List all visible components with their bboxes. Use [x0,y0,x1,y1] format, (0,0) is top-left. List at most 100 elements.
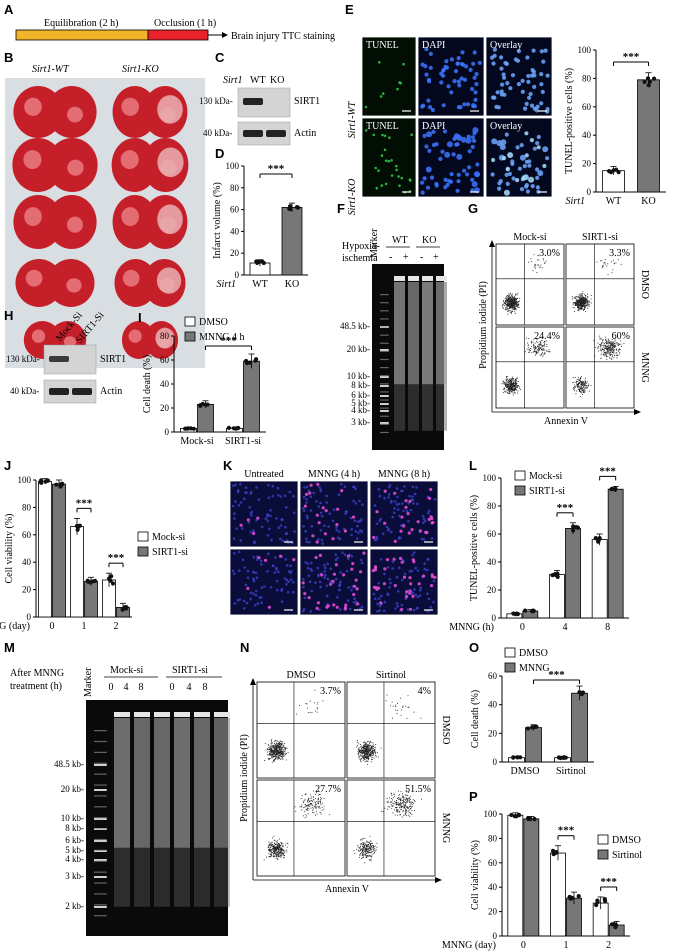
flow-event [373,853,375,854]
data-point [526,817,531,822]
panel-c-blot-actin [237,121,291,146]
flow-event [572,382,574,384]
cell-nucleus [360,558,363,562]
flow-event [536,272,538,273]
flow-event [271,855,273,857]
tunel-positive-cell [372,535,376,540]
flow-event [582,300,584,302]
flow-event [313,796,314,798]
flow-event [407,800,408,801]
flow-event [367,855,369,857]
flow-event [540,348,541,349]
flow-event [305,703,307,704]
cell-nucleus [471,104,476,109]
cell-nucleus [524,131,529,136]
flow-event [541,353,543,354]
flow-event [607,263,609,265]
flow-event [533,351,535,353]
flow-event [278,854,280,856]
flow-event [544,349,546,351]
cell-nucleus [416,595,419,599]
flow-event [582,387,583,389]
flow-event [277,745,279,747]
flow-event [370,753,372,755]
panel-f-gel-lanes: 48.5 kb-20 kb-10 kb-8 kb-6 kb-5 kb-4 kb-… [340,276,447,434]
flow-event [512,297,514,298]
flow-event [404,799,406,800]
quadrant-percent: 3.3% [609,248,630,259]
flow-event [367,758,369,759]
y-tick-label: 80 [488,833,498,843]
gel-smear [174,718,190,848]
brain-slice-highlight [64,336,76,348]
flow-event [403,801,405,803]
cell-nucleus [422,538,426,541]
flow-event [510,389,512,391]
flow-event [608,341,610,343]
flow-event [581,295,583,296]
tunel-positive-cell [324,509,328,513]
flow-event [544,352,546,354]
flow-event [512,303,514,305]
flow-event [307,801,308,803]
flow-event [278,856,280,858]
cell-nucleus [411,553,414,557]
flow-event [533,338,535,340]
cell-nucleus [456,134,463,141]
flow-event [269,753,270,755]
flow-event [601,343,602,345]
flow-event [515,304,517,306]
cell-nucleus [241,558,245,562]
data-point [553,572,559,578]
flow-event [364,753,366,755]
flow-event [277,744,278,746]
flow-event [398,794,400,796]
flow-event [371,845,373,846]
bar [607,488,624,619]
flow-event [282,853,283,855]
flow-event [526,337,527,339]
flow-event [611,339,613,340]
flow-event [514,309,516,310]
flow-event [515,387,517,389]
tunel-positive-cell [373,585,377,590]
cell-nucleus [535,185,541,190]
flow-event [400,809,402,810]
cell-nucleus [277,570,280,574]
data-point [609,487,614,492]
flow-event [283,854,285,856]
ladder-band [380,376,389,378]
flow-event [604,347,606,349]
cell-nucleus [380,594,383,598]
flow-event [510,303,512,305]
flow-event [510,305,511,307]
cell-nucleus [396,87,399,91]
flow-event [284,747,286,749]
brain-slice-highlight [120,150,139,170]
cell-nucleus [475,162,480,167]
flow-event [277,746,279,748]
cell-nucleus [397,537,401,540]
flow-event [584,391,586,392]
flow-event [395,704,397,706]
flow-event [275,750,277,752]
cell-nucleus [408,178,412,181]
flow-event [265,749,267,751]
cell-nucleus [539,72,544,77]
cell-nucleus [378,494,382,498]
flow-event [538,345,540,347]
flow-event [367,848,369,849]
flow-event [271,852,273,854]
flow-event [540,345,542,346]
tunel-positive-cell [424,530,428,535]
tunel-image [361,117,417,198]
flow-event [396,800,397,801]
flow-event [508,380,509,382]
flow-event [358,749,360,751]
flow-event [305,806,307,807]
flow-event [274,848,276,850]
flow-event [400,800,401,802]
flow-event [525,351,526,353]
flow-event [276,743,278,745]
flow-event [269,856,271,857]
